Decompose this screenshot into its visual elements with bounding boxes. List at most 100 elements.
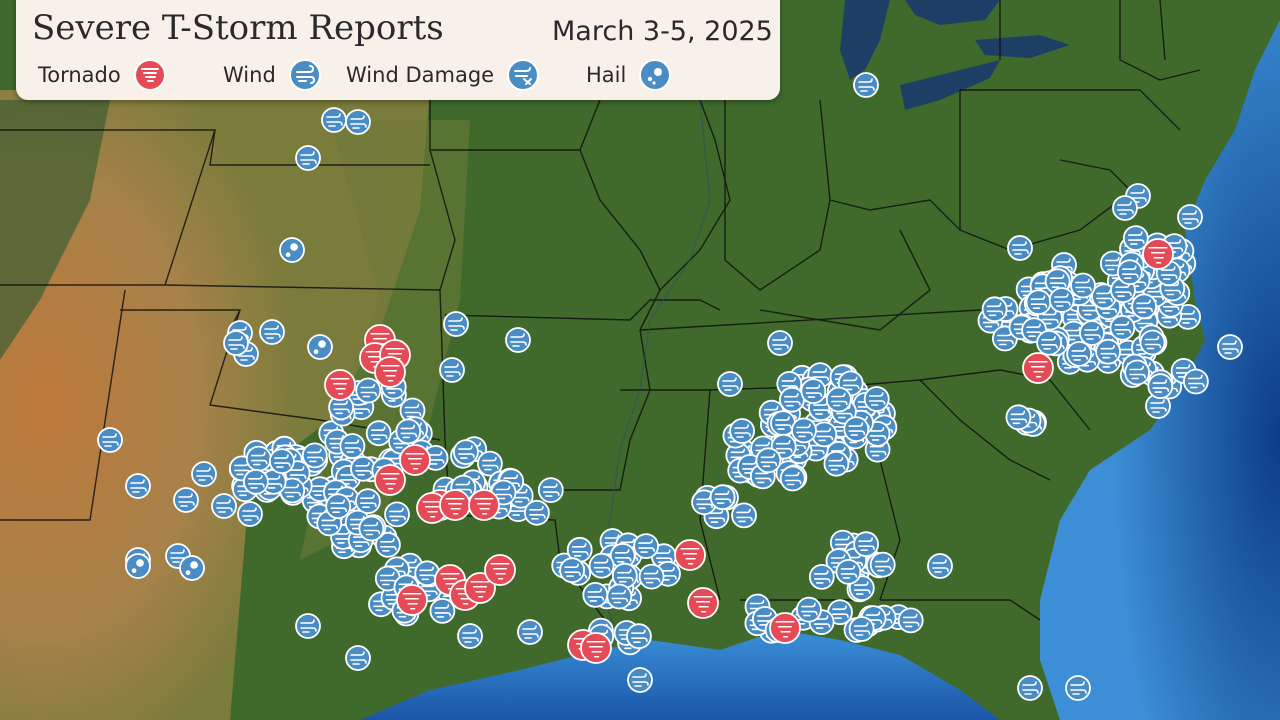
wind-report-marker — [559, 557, 585, 584]
wind-report-marker — [808, 564, 835, 590]
tornado-report-marker — [324, 369, 356, 401]
tornado-report-marker — [674, 539, 706, 571]
wind-report-marker — [1005, 404, 1032, 431]
wind-report-marker — [823, 450, 850, 477]
wind-report-marker — [325, 493, 352, 520]
wind-report-marker — [1070, 272, 1096, 299]
report-markers — [97, 72, 1243, 701]
wind-report-marker — [350, 455, 376, 482]
wind-report-marker — [897, 607, 924, 634]
wind-report-marker — [800, 378, 827, 405]
wind-report-marker — [268, 448, 295, 475]
wind-report-marker — [1147, 373, 1174, 400]
wind-report-marker — [97, 427, 123, 453]
tornado-report-marker — [396, 584, 428, 616]
gulf-of-mexico — [360, 630, 1000, 720]
wind-report-marker — [237, 501, 263, 527]
wind-damage-marker-icon — [506, 58, 540, 92]
wind-report-marker — [125, 473, 151, 499]
wind-report-marker — [384, 501, 410, 528]
legend-item-hail: Hail — [586, 58, 672, 92]
wind-report-marker — [443, 311, 469, 337]
legend-label-tornado: Tornado — [38, 63, 121, 87]
hail-report-marker — [307, 334, 333, 360]
wind-report-marker — [1177, 204, 1203, 230]
tornado-report-marker — [399, 444, 431, 476]
tornado-marker-icon — [133, 58, 167, 92]
wind-marker-icon — [288, 58, 322, 92]
wind-report-marker — [1017, 675, 1043, 701]
wind-report-marker — [191, 461, 217, 487]
wind_damage-report-marker — [345, 645, 371, 671]
wind-report-marker — [505, 327, 531, 353]
tornado-report-marker — [374, 464, 406, 496]
wind-report-marker — [626, 623, 652, 650]
wind-report-marker — [1065, 675, 1091, 701]
wind-report-marker — [242, 468, 269, 495]
wind-report-marker — [853, 531, 879, 558]
wind-report-marker — [835, 559, 862, 585]
legend-panel: Severe T-Storm Reports March 3-5, 2025 T… — [16, 0, 780, 100]
wind-report-marker — [1109, 314, 1136, 341]
wind-report-marker — [791, 417, 817, 444]
wind_damage-report-marker — [1217, 334, 1243, 360]
wind-report-marker — [1048, 287, 1075, 313]
tornado-report-marker — [484, 554, 516, 586]
map-title: Severe T-Storm Reports — [32, 8, 444, 48]
wind-report-marker — [374, 531, 401, 558]
wind-report-marker — [321, 107, 347, 133]
wind-report-marker — [981, 296, 1008, 323]
wind-report-marker — [452, 439, 479, 466]
tornado-report-marker — [374, 356, 406, 388]
wind-report-marker — [843, 416, 870, 443]
wind-report-marker — [374, 565, 401, 592]
wind-report-marker — [853, 72, 879, 98]
legend-item-wind-damage: Wind Damage — [346, 58, 540, 92]
hail-report-marker — [179, 555, 205, 581]
date-range: March 3-5, 2025 — [552, 16, 773, 47]
tornado-report-marker — [1022, 352, 1054, 384]
wind-report-marker — [355, 377, 382, 404]
wind-report-marker — [517, 619, 543, 645]
wind-report-marker — [717, 371, 743, 397]
hail-marker-icon — [638, 58, 672, 92]
wind-report-marker — [609, 542, 636, 569]
wind-report-marker — [295, 145, 321, 171]
wind-report-marker — [1025, 289, 1052, 316]
wind-report-marker — [1079, 320, 1105, 346]
wind-report-marker — [439, 357, 465, 383]
lake-ontario — [975, 35, 1070, 58]
wind-report-marker — [825, 386, 852, 413]
wind-report-marker — [848, 616, 875, 642]
wind-report-marker — [611, 562, 638, 589]
wind-report-marker — [537, 477, 564, 504]
wind-report-marker — [1122, 225, 1149, 252]
wind-report-marker — [354, 488, 381, 515]
wind-report-marker — [1095, 338, 1121, 365]
legend-item-tornado: Tornado — [38, 58, 167, 92]
wind-report-marker — [1124, 359, 1150, 386]
tornado-report-marker — [468, 489, 500, 521]
wind-report-marker — [339, 433, 366, 459]
wind-report-marker — [869, 551, 896, 578]
atlantic-ocean — [1040, 20, 1280, 720]
wind-report-marker — [1036, 329, 1062, 356]
wind-report-marker — [767, 330, 793, 356]
wind-report-marker — [582, 582, 609, 608]
wind-report-marker — [770, 410, 796, 437]
tornado-report-marker — [464, 572, 496, 604]
wind-report-marker — [395, 418, 422, 445]
wind-report-marker — [457, 623, 483, 649]
lake-huron — [905, 0, 1000, 25]
legend-item-wind: Wind — [223, 58, 322, 92]
wind-report-marker — [638, 563, 665, 590]
wind-report-marker — [345, 109, 371, 135]
wind-report-marker — [731, 502, 757, 529]
legend-label-wind-damage: Wind Damage — [346, 63, 495, 87]
wind-report-marker — [863, 386, 890, 412]
wind-report-marker — [1066, 340, 1093, 367]
hail-report-marker — [279, 237, 305, 263]
wind-report-marker — [796, 596, 822, 623]
wind-report-marker — [1139, 329, 1166, 356]
